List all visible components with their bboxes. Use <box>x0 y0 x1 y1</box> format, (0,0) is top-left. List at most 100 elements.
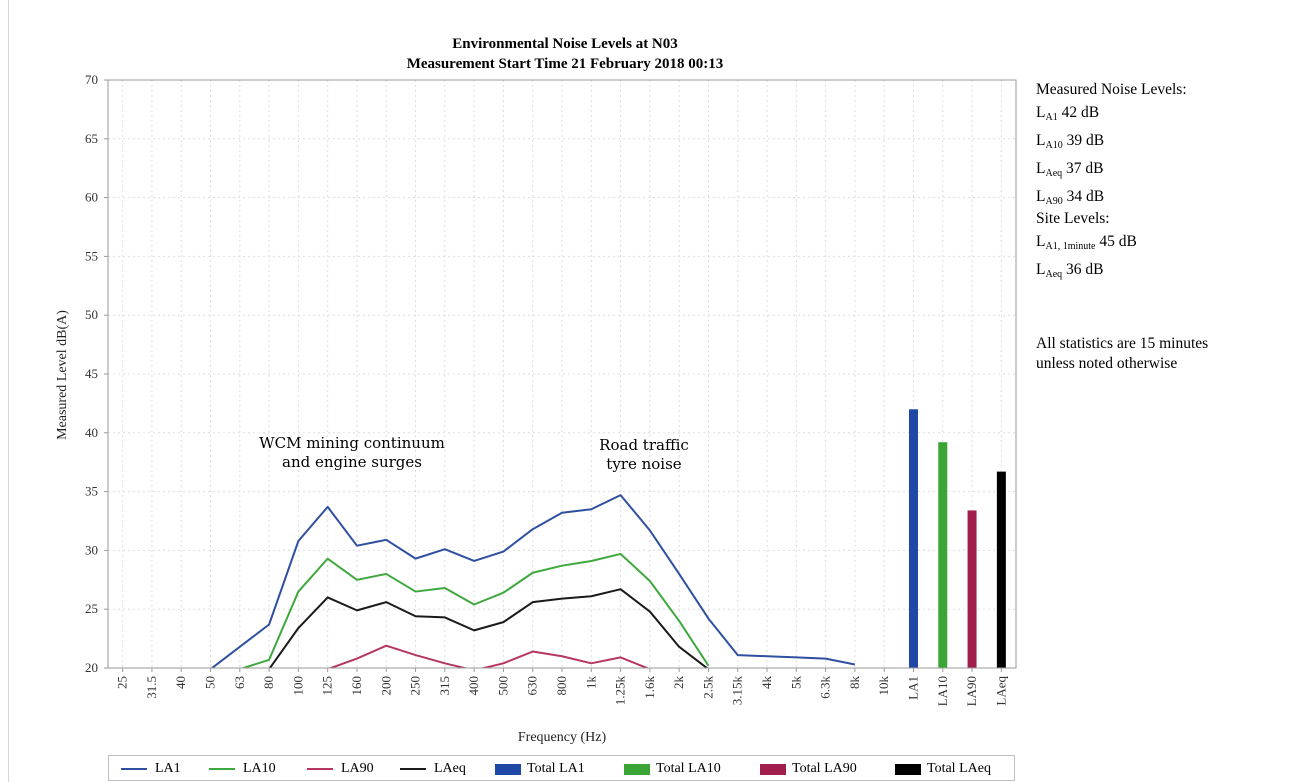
x-tick-label: 6.3k <box>818 676 833 699</box>
y-tick-label: 35 <box>85 484 98 499</box>
series-group <box>210 494 856 668</box>
annotation-road-traffic: Road traffic tyre noise <box>574 436 714 474</box>
grid <box>108 80 1016 668</box>
x-tick-label: 10k <box>876 676 891 696</box>
statistics-note-line2: unless noted otherwise <box>1036 355 1178 372</box>
x-tick-label: 125 <box>320 676 335 696</box>
statistics-note: All statistics are 15 minutes unless not… <box>1036 334 1208 374</box>
y-tick-label: 65 <box>85 131 98 146</box>
annotation-wcm-mining: WCM mining continuum and engine surges <box>232 434 472 472</box>
x-tick-label: LA90 <box>964 676 979 706</box>
legend-item-total-la90: Total LA90 <box>760 760 857 778</box>
x-tick-label: LA1 <box>905 676 920 700</box>
bar-total-la10 <box>938 442 948 668</box>
annotation-wcm-line1: WCM mining continuum <box>259 434 445 452</box>
x-axis-ticks: 25 31.5 40 50 63 80 100 125 160 200 250 315 400 500 63… <box>115 668 1008 706</box>
x-tick-label: 80 <box>261 676 276 689</box>
legend-item-laeq: LAeq <box>400 760 466 778</box>
y-tick-label: 25 <box>85 601 98 616</box>
legend-swatch-total-laeq <box>895 763 921 775</box>
chart-title-line2: Measurement Start Time 21 February 2018 … <box>406 56 724 72</box>
legend-item-total-la1: Total LA1 <box>495 760 585 778</box>
x-tick-label: 63 <box>232 676 247 689</box>
legend-label-total-la90: Total LA90 <box>792 761 857 776</box>
legend-item-la1: LA1 <box>121 760 181 778</box>
legend-label-total-laeq: Total LAeq <box>927 761 991 776</box>
y-tick-label: 40 <box>85 425 98 440</box>
site-heading: Site Levels: <box>1036 210 1110 227</box>
x-tick-label: 630 <box>525 676 540 696</box>
x-tick-label: 1k <box>583 676 598 690</box>
annotation-road-line2: tyre noise <box>606 455 682 473</box>
legend-swatch-la1 <box>121 768 147 770</box>
x-tick-label: 315 <box>437 676 452 696</box>
y-tick-label: 55 <box>85 248 98 263</box>
series-line-la10 <box>240 552 710 668</box>
legend-swatch-total-la90 <box>760 763 786 775</box>
legend-item-la90: LA90 <box>307 760 374 778</box>
x-axis-title: Frequency (Hz) <box>518 730 607 745</box>
x-tick-label: 200 <box>378 676 393 696</box>
x-tick-label: 40 <box>173 676 188 689</box>
y-tick-label: 60 <box>85 190 98 205</box>
x-tick-label: 4k <box>759 676 774 690</box>
site-la1-1minute: LA1, 1minute 45 dB <box>1036 233 1137 252</box>
site-levels-panel: Site Levels: LA1, 1minute 45 dB LAeq 36 … <box>1036 207 1137 286</box>
page-left-border <box>8 0 9 782</box>
legend-label-la10: LA10 <box>243 761 276 776</box>
x-tick-label: 5k <box>788 676 803 690</box>
bar-group <box>908 409 1006 668</box>
x-tick-label: 1.6k <box>642 676 657 699</box>
measured-levels-panel: Measured Noise Levels: LA1 42 dB LA10 39… <box>1036 78 1187 213</box>
x-tick-label: 250 <box>408 676 423 696</box>
y-tick-label: 70 <box>85 72 98 87</box>
site-laeq: LAeq 36 dB <box>1036 261 1104 280</box>
legend-swatch-laeq <box>400 768 426 770</box>
legend-label-la1: LA1 <box>155 761 181 776</box>
measured-heading: Measured Noise Levels: <box>1036 81 1187 98</box>
x-tick-label: 500 <box>495 676 510 696</box>
legend-swatch-total-la1 <box>495 763 521 775</box>
y-tick-label: 20 <box>85 660 98 675</box>
x-tick-label: 1.25k <box>613 676 628 706</box>
annotation-wcm-line2: and engine surges <box>282 453 422 471</box>
bar-total-la90 <box>967 510 977 668</box>
x-tick-label: 25 <box>115 676 130 689</box>
measured-laeq: LAeq 37 dB <box>1036 160 1104 179</box>
y-tick-label: 45 <box>85 366 98 381</box>
x-tick-label: 2.5k <box>700 676 715 699</box>
x-tick-label: LAeq <box>993 676 1008 706</box>
legend-swatch-la90 <box>307 768 333 770</box>
series-line-la1 <box>210 494 856 668</box>
chart-legend: LA1 LA10 LA90 LAeq Total LA1 Total LA10 … <box>108 755 1015 781</box>
legend-swatch-la10 <box>209 768 235 770</box>
annotation-road-line1: Road traffic <box>599 436 689 454</box>
x-tick-label: 8k <box>847 676 862 690</box>
legend-item-total-laeq: Total LAeq <box>895 760 991 778</box>
legend-label-total-la10: Total LA10 <box>656 761 721 776</box>
x-tick-label: 100 <box>290 676 305 696</box>
legend-label-laeq: LAeq <box>434 761 466 776</box>
x-tick-label: 31.5 <box>144 676 159 699</box>
legend-item-la10: LA10 <box>209 760 276 778</box>
x-tick-label: 800 <box>554 676 569 696</box>
statistics-note-line1: All statistics are 15 minutes <box>1036 335 1209 352</box>
x-tick-label: 160 <box>349 676 364 696</box>
y-axis-title: Measured Level dB(A) <box>55 310 70 440</box>
x-tick-label: 3.15k <box>730 676 745 706</box>
measured-la90: LA90 34 dB <box>1036 188 1105 207</box>
legend-label-la90: LA90 <box>341 761 374 776</box>
x-tick-label: 400 <box>466 676 481 696</box>
measured-la1: LA1 42 dB <box>1036 104 1100 123</box>
y-tick-label: 30 <box>85 542 98 557</box>
x-tick-label: LA10 <box>935 676 950 706</box>
x-tick-label: 2k <box>671 676 686 690</box>
legend-label-total-la1: Total LA1 <box>527 761 585 776</box>
bar-total-laeq <box>996 471 1006 668</box>
legend-swatch-total-la10 <box>624 763 650 775</box>
measured-la10: LA10 39 dB <box>1036 132 1105 151</box>
series-line-laeq <box>268 588 709 668</box>
x-tick-label: 50 <box>203 676 218 689</box>
legend-item-total-la10: Total LA10 <box>624 760 721 778</box>
